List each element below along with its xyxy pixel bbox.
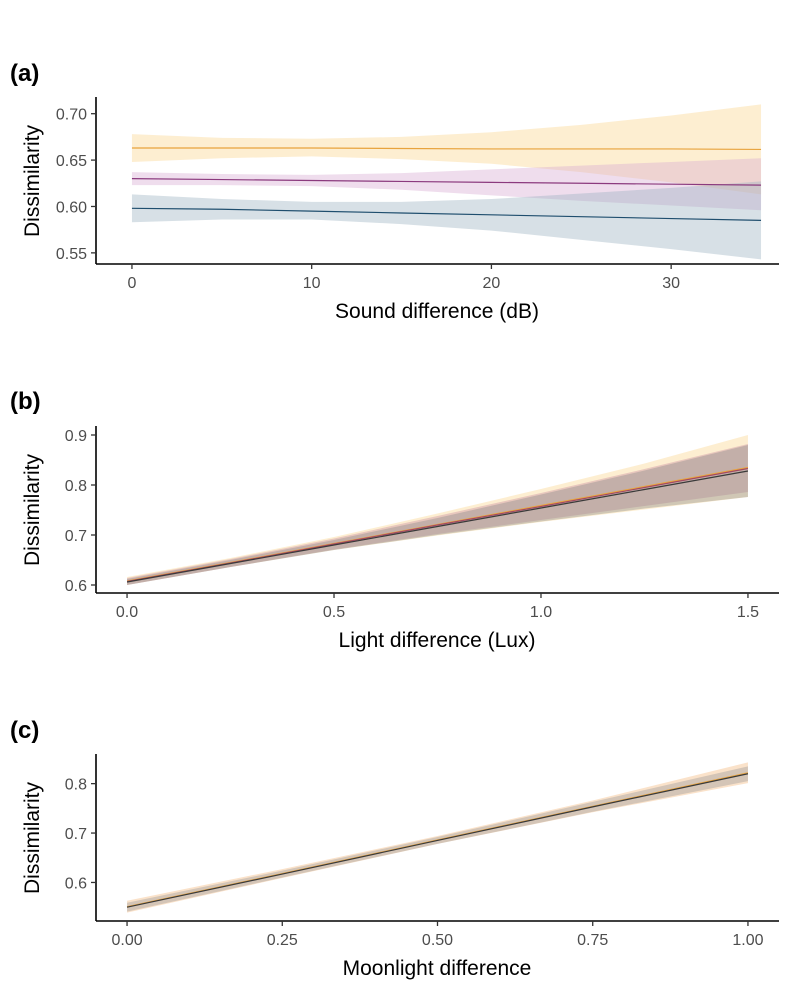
confidence-band-a-3 [131, 181, 762, 260]
x-tick-label: 1.5 [737, 604, 759, 621]
series-line-a-3 [131, 207, 762, 221]
y-tick-label: 0.8 [65, 478, 87, 495]
confidence-band-c-2 [127, 766, 748, 912]
x-tick-label: 0.50 [422, 932, 453, 949]
confidence-band-a-1 [131, 104, 762, 195]
y-tick-label: 0.7 [65, 826, 87, 843]
panel-label-a: (a) [10, 60, 39, 87]
x-tick-label: 0.0 [116, 604, 138, 621]
x-tick-label: 1.0 [530, 604, 552, 621]
x-tick-label: 0.5 [323, 604, 345, 621]
x-axis-title-a: Sound difference (dB) [335, 300, 539, 323]
panel-a: (a) 0 10 20 30 0.55 0.60 0.65 0.70 Sound differ… [10, 60, 779, 323]
y-tick-label: 0.9 [65, 428, 87, 445]
y-tick-label: 0.8 [65, 777, 87, 794]
y-tick-label: 0.7 [65, 528, 87, 545]
x-tick-label: 0.75 [577, 932, 608, 949]
x-axis-title-c: Moonlight difference [343, 957, 532, 980]
confidence-band-c-1 [127, 762, 748, 913]
y-axis-title-a: Dissimilarity [21, 125, 44, 237]
x-tick-label: 0.25 [267, 932, 298, 949]
x-tick-label: 20 [483, 275, 501, 292]
y-axis-title-b: Dissimilarity [21, 454, 44, 566]
confidence-band-b-3 [127, 445, 748, 585]
x-tick-label: 0 [127, 275, 136, 292]
ticks-c: 0.00 0.25 0.50 0.75 1.00 0.6 0.7 0.8 [65, 777, 764, 949]
y-tick-label: 0.60 [56, 199, 87, 216]
panel-label-b: (b) [10, 388, 41, 415]
confidence-band-b-2 [127, 444, 748, 585]
panel-c: (c) 0.00 0.25 0.50 0.75 1.00 0.6 0.7 0.8 Moonli… [10, 717, 779, 980]
confidence-band-b-1 [127, 435, 748, 585]
plot-area-c [126, 762, 749, 913]
y-tick-label: 0.65 [56, 153, 87, 170]
panel-b: (b) 0.0 0.5 1.0 1.5 0.6 0.7 0.8 0.9 Light diffe… [10, 388, 779, 652]
panel-label-c: (c) [10, 717, 39, 744]
ticks-a: 0 10 20 30 0.55 0.60 0.65 0.70 [56, 107, 680, 292]
x-tick-label: 1.00 [732, 932, 763, 949]
x-tick-label: 30 [662, 275, 680, 292]
y-tick-label: 0.6 [65, 875, 87, 892]
plot-area-a [131, 104, 762, 260]
series-line-b-3 [126, 470, 749, 583]
ticks-b: 0.0 0.5 1.0 1.5 0.6 0.7 0.8 0.9 [65, 428, 759, 621]
y-tick-label: 0.55 [56, 246, 87, 263]
series-line-a-2 [131, 178, 762, 186]
y-tick-label: 0.70 [56, 107, 87, 124]
y-axis-title-c: Dissimilarity [21, 782, 44, 894]
confidence-band-a-2 [131, 158, 762, 211]
x-tick-label: 0.00 [111, 932, 142, 949]
plot-area-b [126, 435, 749, 585]
series-line-a-1 [131, 147, 762, 151]
series-line-c-2 [126, 773, 749, 908]
x-tick-label: 10 [303, 275, 321, 292]
y-tick-label: 0.6 [65, 578, 87, 595]
x-axis-title-b: Light difference (Lux) [339, 629, 536, 652]
